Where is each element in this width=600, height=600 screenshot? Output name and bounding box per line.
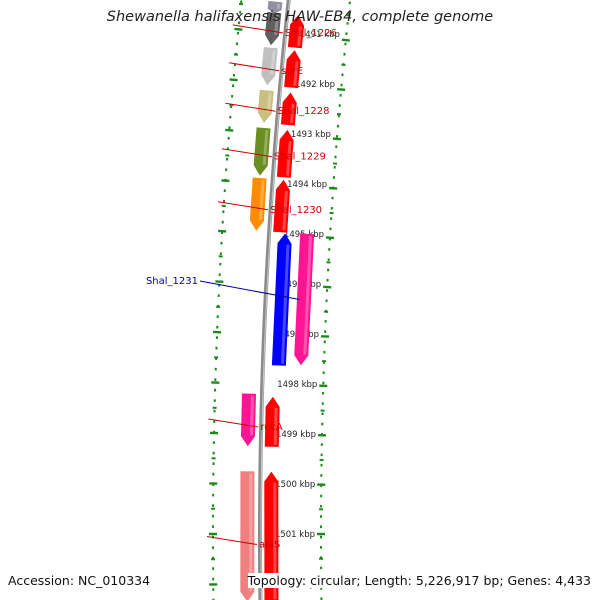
- leader-line: [229, 62, 280, 72]
- leader-line: [206, 536, 258, 546]
- major-tick: [221, 179, 230, 183]
- leader-line: [199, 280, 300, 301]
- outer-tick-ring: [212, 0, 243, 600]
- gene-arrow: [284, 50, 301, 89]
- gene-arrow: [253, 127, 271, 176]
- topology-text: Topology: circular; Length: 5,226,917 bp…: [247, 573, 591, 588]
- tick-label: 1493 kbp: [291, 130, 331, 140]
- gene-arrow-gloss: [285, 141, 292, 176]
- map-title: Shewanella halifaxensis HAW-EB4, complet…: [106, 9, 494, 25]
- leader-line: [208, 418, 259, 428]
- gene-label: recA: [260, 422, 283, 433]
- leader-line: [232, 24, 283, 34]
- gene-label: Shal_1229: [274, 152, 326, 163]
- gene-label: surE: [281, 66, 303, 77]
- gene-arrow: [294, 233, 315, 366]
- gene-arrow-gloss: [280, 244, 290, 364]
- gene-arrow-gloss: [249, 473, 253, 591]
- gene-arrow: [257, 89, 274, 123]
- tick-label: 1499 kbp: [276, 430, 316, 440]
- gene-arrow-gloss: [273, 482, 277, 600]
- gene-arrow-gloss: [262, 130, 269, 165]
- gene-arrow-gloss: [276, 3, 281, 9]
- tick-label: 1498 kbp: [277, 380, 317, 390]
- gene-label: Shal_1230: [270, 205, 322, 216]
- gene-arrow: [265, 11, 282, 46]
- major-tick: [329, 186, 338, 190]
- major-tick: [234, 27, 243, 31]
- gene-arrow: [280, 92, 297, 126]
- major-tick: [229, 78, 238, 82]
- gene-arrow-gloss: [266, 92, 272, 113]
- gene-arrow: [271, 233, 292, 366]
- gene-arrow-gloss: [303, 235, 313, 355]
- gene-label: Shal_1231: [146, 276, 198, 287]
- gene-arrow-gloss: [282, 190, 288, 231]
- accession-text: Accession: NC_010334: [8, 573, 151, 588]
- leader-line: [225, 102, 276, 112]
- gene-arrow: [261, 47, 278, 86]
- gene-arrow: [240, 471, 255, 600]
- gene-arrow-gloss: [270, 49, 276, 75]
- major-tick: [341, 38, 350, 42]
- gene-arrow: [240, 393, 256, 447]
- gene-arrow-gloss: [273, 407, 278, 445]
- gene-label: Shal_1226: [285, 28, 337, 39]
- gene-arrow-gloss: [293, 61, 299, 86]
- gene-arrow: [287, 15, 305, 49]
- inner-tick-ring: [320, 1, 351, 600]
- tick-label: 1500 kbp: [275, 480, 315, 490]
- gene-arrow-gloss: [274, 14, 280, 35]
- gene-arrow-gloss: [297, 26, 302, 47]
- gene-arrow-gloss: [290, 103, 295, 124]
- major-tick: [332, 137, 341, 141]
- leader-line: [217, 201, 269, 211]
- leader-line: [221, 148, 272, 158]
- gene-arrow: [276, 129, 294, 178]
- tick-label: 1492 kbp: [295, 80, 335, 90]
- major-tick: [337, 87, 346, 92]
- gene-label: alaS: [259, 540, 280, 551]
- major-tick: [225, 128, 234, 132]
- gene-arrow: [249, 177, 267, 231]
- gene-arrow: [273, 179, 290, 233]
- genome-backbone-highlight: [260, 0, 291, 600]
- gene-arrow: [264, 471, 279, 600]
- tick-label: 1501 kbp: [275, 530, 315, 540]
- gene-arrow-gloss: [258, 180, 265, 220]
- genome-backbone: [258, 0, 291, 600]
- gene-label: Shal_1228: [277, 106, 329, 117]
- gene-arrow: [264, 396, 280, 447]
- gene-arrow: [267, 0, 283, 14]
- tick-label: 1494 kbp: [287, 180, 327, 190]
- tick-label: 1491 kbp: [300, 30, 340, 40]
